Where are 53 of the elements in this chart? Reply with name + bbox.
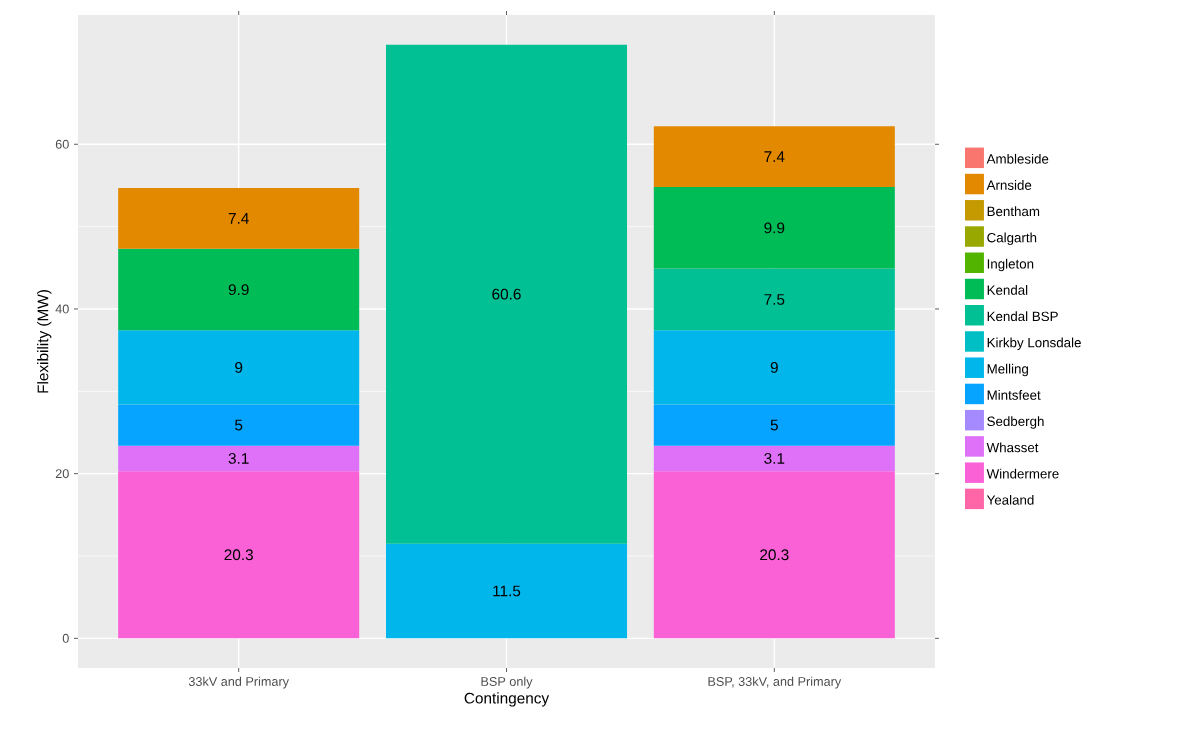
- legend-label: Kirkby Lonsdale: [987, 337, 1081, 350]
- data-label: 20.3: [224, 549, 253, 561]
- bar: [118, 471, 360, 639]
- bar: [653, 268, 895, 331]
- bar: [118, 330, 360, 405]
- legend-label: Calgarth: [987, 232, 1037, 246]
- legend-label: Sedbergh: [987, 416, 1044, 429]
- bar: [385, 543, 628, 639]
- data-label: 9.9: [228, 284, 249, 296]
- data-label: 3.1: [764, 452, 785, 464]
- bar: [653, 445, 895, 472]
- data-label: 5: [770, 419, 778, 431]
- legend-label: Whasset: [986, 442, 1039, 453]
- bar: [653, 330, 895, 405]
- bar: [118, 404, 360, 446]
- legend-label: Melling: [987, 363, 1028, 377]
- y-tick-label: 0: [62, 633, 69, 643]
- legend-label: Bentham: [987, 206, 1040, 217]
- x-axis-title: Contingency: [464, 692, 550, 707]
- x-tick-label: BSP only: [481, 676, 533, 689]
- legend-label: Kendal BSP: [987, 311, 1058, 322]
- data-label: 20.3: [760, 549, 789, 561]
- data-label: 9.9: [764, 222, 785, 234]
- bar: [653, 404, 895, 446]
- data-label: 9: [770, 362, 778, 373]
- bar: [653, 126, 895, 188]
- data-label: 7.4: [764, 151, 785, 162]
- legend-label: Ingleton: [987, 258, 1034, 272]
- data-label: 7.4: [228, 213, 249, 224]
- bar: [653, 471, 895, 639]
- bar: [118, 445, 360, 472]
- bar: [118, 187, 360, 249]
- data-label: 3.1: [228, 452, 249, 464]
- bar: [653, 187, 895, 269]
- legend-label: Kendal: [987, 285, 1028, 295]
- x-tick-label: 33kV and Primary: [188, 676, 289, 689]
- y-tick-label: 40: [55, 304, 69, 314]
- y-tick-label: 60: [55, 139, 69, 149]
- y-tick-label: 20: [55, 469, 69, 479]
- legend-label: Mintsfeet: [987, 390, 1041, 400]
- bar: [385, 44, 628, 544]
- data-label: 9: [235, 362, 243, 373]
- legend-label: Arnside: [986, 180, 1032, 190]
- bar: [118, 248, 360, 331]
- x-tick-label: BSP, 33kV, and Primary: [708, 676, 842, 689]
- data-label: 11.5: [493, 585, 521, 597]
- y-axis-title: Flexibility (MW): [37, 290, 52, 393]
- data-label: 60.6: [492, 288, 521, 300]
- legend-label: Yealand: [986, 494, 1034, 505]
- data-label: 5: [235, 419, 243, 431]
- legend-label: Windermere: [986, 468, 1059, 479]
- legend-label: Ambleside: [986, 153, 1049, 164]
- data-label: 7.5: [764, 294, 785, 305]
